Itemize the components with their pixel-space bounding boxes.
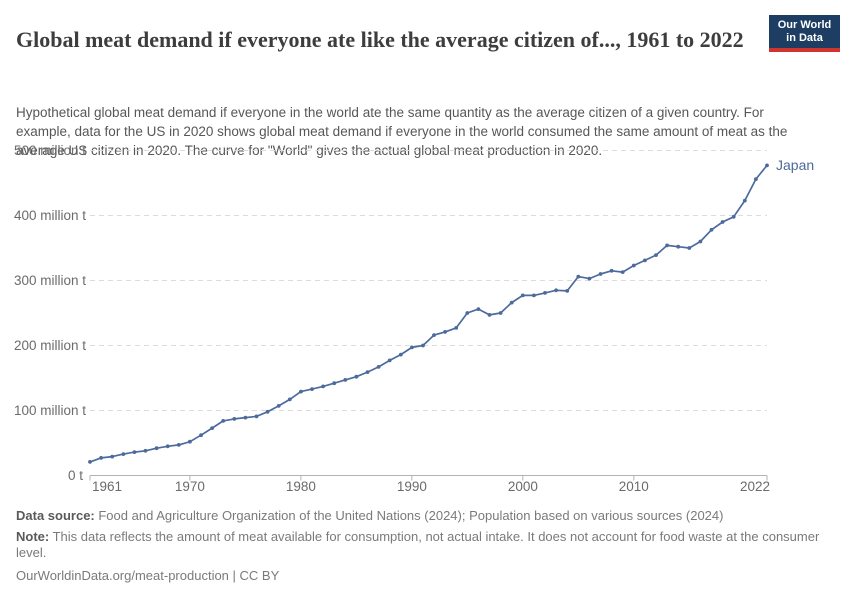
- data-point-marker[interactable]: [609, 268, 614, 273]
- data-point-marker[interactable]: [99, 456, 103, 460]
- data-point-marker[interactable]: [576, 274, 581, 279]
- data-point-marker[interactable]: [687, 246, 692, 250]
- data-point-marker[interactable]: [498, 311, 503, 315]
- footer-link[interactable]: OurWorldinData.org/meat-production | CC …: [16, 568, 280, 583]
- data-point-marker[interactable]: [299, 389, 303, 394]
- data-point-marker[interactable]: [654, 253, 658, 257]
- data-point-marker[interactable]: [132, 450, 137, 454]
- data-point-marker[interactable]: [731, 214, 736, 219]
- data-point-marker[interactable]: [176, 443, 181, 447]
- x-axis-tick-label: 2010: [619, 479, 649, 494]
- data-point-marker[interactable]: [532, 293, 536, 298]
- owid-logo[interactable]: Our World in Data: [769, 15, 840, 52]
- x-axis-tick-label: 2000: [508, 479, 538, 494]
- data-point-marker[interactable]: [154, 446, 159, 451]
- data-point-marker[interactable]: [332, 381, 337, 386]
- chart-title: Global meat demand if everyone ate like …: [16, 26, 744, 52]
- data-point-marker[interactable]: [88, 460, 92, 464]
- data-source-text: Food and Agriculture Organization of the…: [94, 508, 724, 523]
- data-point-marker[interactable]: [199, 433, 203, 438]
- data-point-marker[interactable]: [210, 426, 215, 430]
- data-point-marker[interactable]: [287, 397, 292, 402]
- chart-footer: Data source: Food and Agriculture Organi…: [16, 508, 824, 584]
- x-axis-tick-label: 1970: [175, 479, 205, 494]
- data-point-marker[interactable]: [398, 352, 403, 357]
- owid-logo-line2: in Data: [786, 32, 823, 44]
- data-point-marker[interactable]: [354, 374, 359, 379]
- data-point-marker[interactable]: [243, 415, 248, 420]
- data-point-marker[interactable]: [410, 345, 414, 350]
- data-point-marker[interactable]: [598, 272, 603, 276]
- data-point-marker[interactable]: [754, 177, 758, 182]
- data-point-marker[interactable]: [365, 370, 370, 374]
- data-point-marker[interactable]: [276, 404, 281, 408]
- data-source-line: Data source: Food and Agriculture Organi…: [16, 508, 824, 524]
- y-axis-tick-label: 0 t: [68, 468, 83, 483]
- data-point-marker[interactable]: [698, 239, 703, 244]
- data-point-marker[interactable]: [432, 333, 436, 337]
- note-label: Note:: [16, 529, 50, 544]
- data-point-marker[interactable]: [720, 220, 725, 224]
- data-source-label: Data source:: [16, 508, 95, 523]
- data-point-marker[interactable]: [676, 244, 681, 249]
- data-point-marker[interactable]: [487, 313, 492, 317]
- data-point-marker[interactable]: [665, 243, 669, 248]
- data-point-marker[interactable]: [221, 419, 226, 423]
- x-axis-tick-label: 1990: [397, 479, 427, 494]
- data-point-marker[interactable]: [343, 378, 348, 382]
- y-axis-tick-label: 200 million t: [14, 338, 86, 353]
- data-point-marker[interactable]: [265, 409, 270, 414]
- note-text: This data reflects the amount of meat av…: [16, 529, 820, 560]
- data-point-marker[interactable]: [476, 307, 481, 311]
- y-axis-tick-label: 500 million t: [14, 143, 86, 158]
- data-point-marker[interactable]: [254, 414, 259, 419]
- x-axis-tick-label: 2022: [740, 479, 770, 494]
- data-point-marker[interactable]: [587, 276, 592, 281]
- data-point-marker[interactable]: [232, 417, 237, 421]
- data-point-marker[interactable]: [554, 288, 558, 293]
- y-axis-tick-label: 300 million t: [14, 273, 86, 288]
- data-point-marker[interactable]: [421, 343, 425, 348]
- series-end-label[interactable]: Japan: [776, 157, 814, 173]
- data-point-marker[interactable]: [188, 439, 192, 444]
- data-point-marker[interactable]: [321, 384, 325, 389]
- data-point-marker[interactable]: [387, 358, 392, 363]
- data-point-marker[interactable]: [165, 444, 170, 449]
- data-point-marker[interactable]: [465, 311, 470, 315]
- data-point-marker[interactable]: [742, 198, 747, 203]
- x-axis-tick-label: 1961: [92, 479, 122, 494]
- data-point-marker[interactable]: [376, 365, 381, 369]
- data-point-marker[interactable]: [520, 293, 525, 298]
- data-point-marker[interactable]: [620, 270, 625, 274]
- data-point-marker[interactable]: [643, 258, 647, 263]
- data-point-marker[interactable]: [709, 227, 714, 232]
- note-line: Note: This data reflects the amount of m…: [16, 529, 824, 561]
- data-point-marker[interactable]: [543, 291, 547, 295]
- owid-logo-line1: Our World: [777, 19, 832, 31]
- data-point-marker[interactable]: [310, 387, 314, 391]
- data-point-marker[interactable]: [121, 452, 126, 456]
- y-axis-tick-label: 400 million t: [14, 208, 86, 223]
- data-point-marker[interactable]: [765, 163, 769, 168]
- data-point-marker[interactable]: [110, 454, 115, 459]
- data-point-marker[interactable]: [443, 330, 447, 334]
- series-line-japan[interactable]: [89, 164, 768, 463]
- data-point-marker[interactable]: [565, 289, 570, 293]
- y-axis-tick-label: 100 million t: [14, 403, 86, 418]
- data-point-marker[interactable]: [631, 263, 636, 268]
- data-point-marker[interactable]: [454, 326, 459, 330]
- x-axis-tick-label: 1980: [286, 479, 316, 494]
- data-point-marker[interactable]: [509, 300, 514, 305]
- data-point-marker[interactable]: [143, 448, 148, 453]
